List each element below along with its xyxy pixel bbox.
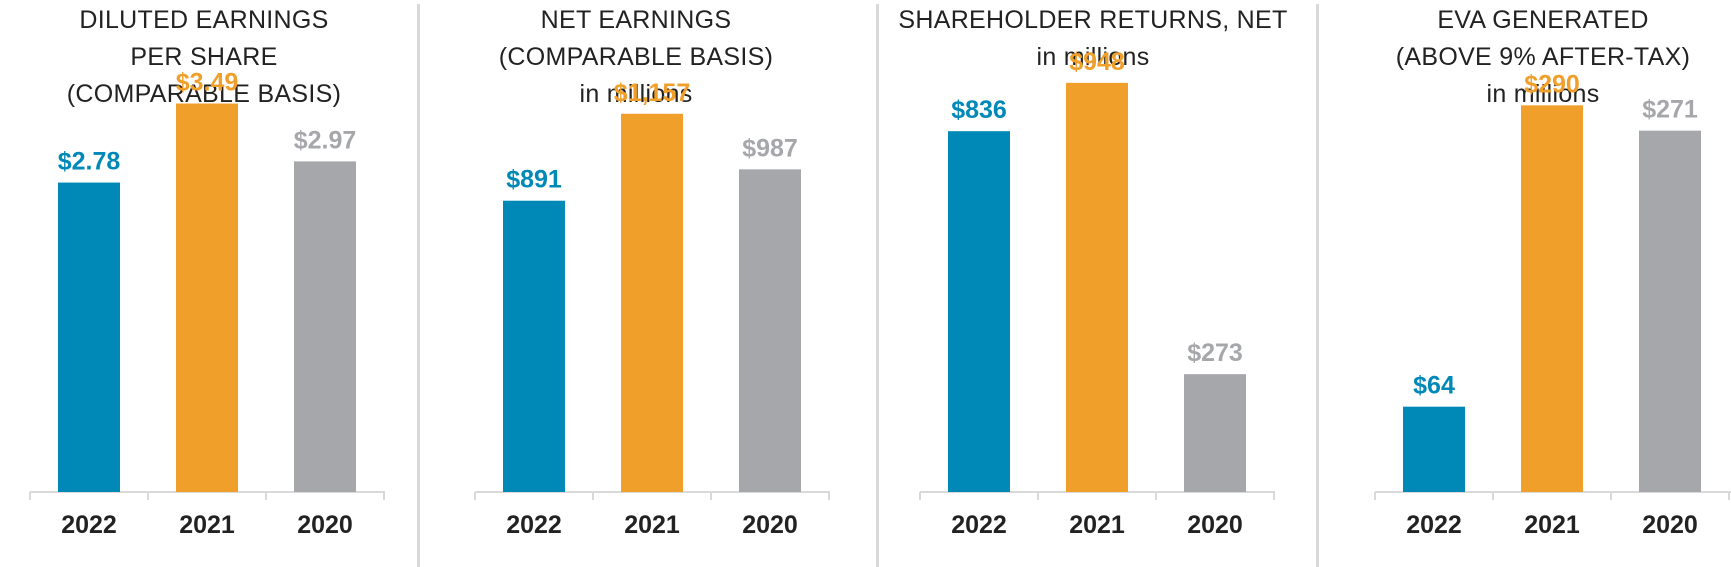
bar-chart-panel: $2.78 2022 $3.49 2021 $2.97 2020: [29, 69, 385, 539]
panel-divider: [417, 4, 420, 567]
chart-title-line: DILUTED EARNINGS: [79, 6, 329, 34]
chart-title: SHAREHOLDER RETURNS, NET in millions: [893, 2, 1293, 76]
bar-chart-panel: $64 2022 $290 2021 $271 2020: [1374, 70, 1731, 539]
bar-2021: [1066, 82, 1128, 492]
x-tick-label: 2022: [506, 511, 562, 539]
bar-2020: [739, 169, 801, 492]
x-tick-label: 2021: [1524, 511, 1580, 539]
chart-title-line: SHAREHOLDER RETURNS, NET: [898, 6, 1288, 34]
data-label: $64: [1413, 372, 1455, 400]
data-label: $987: [742, 134, 798, 162]
x-tick-label: 2021: [1069, 511, 1125, 539]
chart-title-line: PER SHARE: [130, 43, 278, 71]
data-label: $290: [1524, 70, 1580, 98]
bar-2022: [503, 200, 565, 492]
chart-title-line: NET EARNINGS: [540, 6, 732, 34]
panel-divider: [1316, 4, 1319, 567]
x-tick-label: 2020: [1642, 511, 1698, 539]
chart-title: NET EARNINGS (COMPARABLE BASIS) in million…: [436, 2, 836, 113]
bar-2022: [1403, 406, 1465, 492]
x-tick-label: 2020: [742, 511, 798, 539]
x-tick-label: 2022: [61, 511, 117, 539]
chart-title-line: (ABOVE 9% AFTER-TAX): [1395, 43, 1691, 71]
data-label: $3.49: [176, 69, 239, 97]
bar-2021: [621, 113, 683, 493]
chart-title-line: in millions: [1036, 43, 1150, 71]
data-label: $948: [1069, 48, 1125, 76]
chart-title-line: in millions: [579, 80, 693, 108]
bar-2020: [1639, 130, 1701, 492]
x-tick-label: 2022: [951, 511, 1007, 539]
chart-title-line: in millions: [1486, 80, 1600, 108]
x-tick-label: 2020: [297, 511, 353, 539]
chart-title: DILUTED EARNINGS PER SHARE (COMPARABLE BAS…: [4, 2, 404, 113]
bar-2021: [1521, 105, 1583, 492]
bar-2020: [294, 161, 356, 492]
chart-title: EVA GENERATED (ABOVE 9% AFTER-TAX) in mill…: [1343, 2, 1731, 113]
bar-2021: [176, 103, 238, 493]
chart-title-line: (COMPARABLE BASIS): [498, 43, 774, 71]
data-label: $273: [1187, 339, 1243, 367]
bar-chart-panel: $836 2022 $948 2021 $273 2020: [919, 48, 1275, 539]
x-tick-label: 2022: [1406, 511, 1462, 539]
panel-divider: [876, 4, 879, 567]
x-tick-label: 2021: [624, 511, 680, 539]
x-tick-label: 2020: [1187, 511, 1243, 539]
data-label: $2.78: [58, 148, 121, 176]
x-tick-label: 2021: [179, 511, 235, 539]
chart-title-line: EVA GENERATED: [1437, 6, 1649, 34]
bar-2022: [948, 131, 1010, 492]
data-label: $1,157: [614, 79, 690, 107]
bar-2022: [58, 182, 120, 492]
bar-chart-panel: $891 2022 $1,157 2021 $987 2020: [474, 79, 830, 539]
data-label: $271: [1642, 96, 1698, 124]
data-label: $891: [506, 166, 562, 194]
bar-2020: [1184, 374, 1246, 492]
data-label: $2.97: [294, 126, 357, 154]
data-label: $836: [951, 96, 1007, 124]
chart-title-line: (COMPARABLE BASIS): [66, 80, 342, 108]
